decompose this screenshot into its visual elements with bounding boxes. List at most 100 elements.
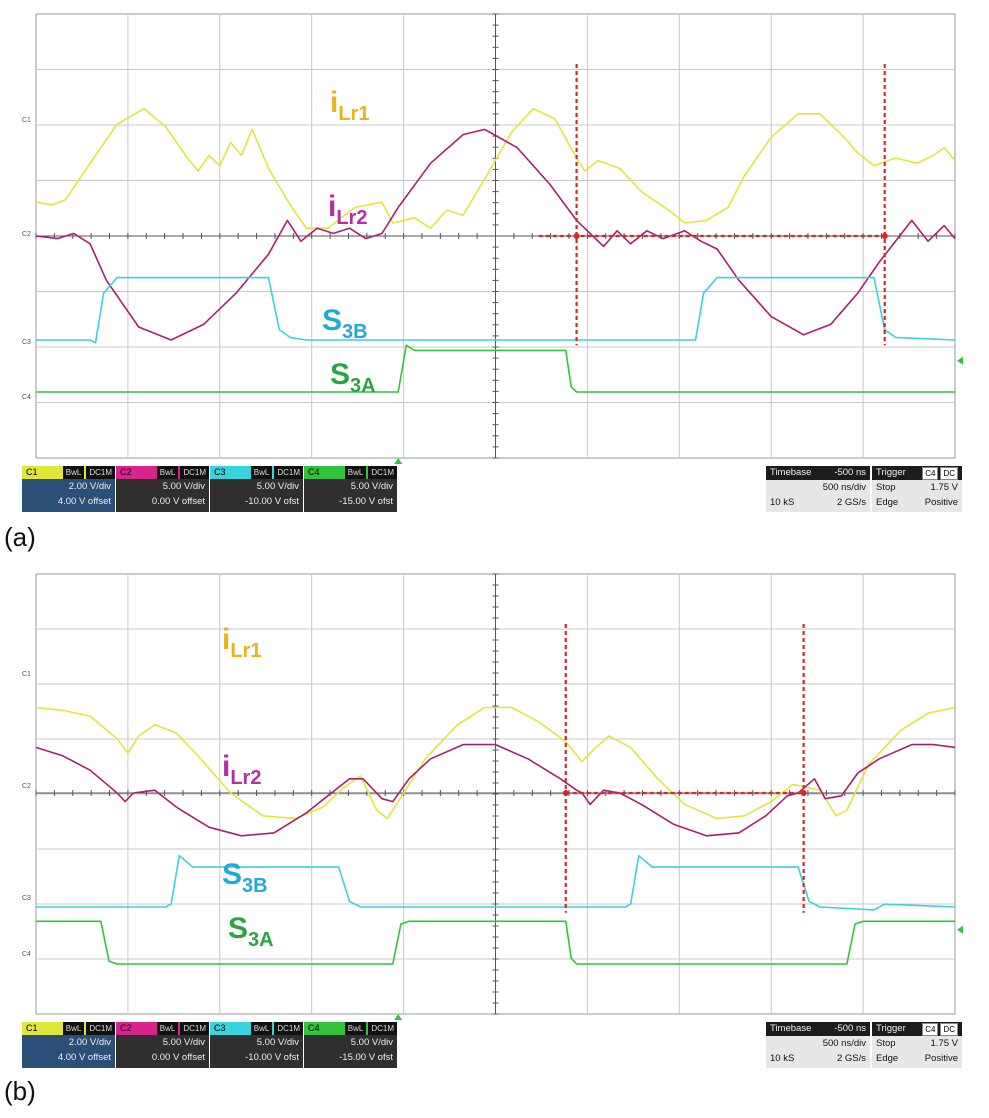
trigger-row: Edge Positive — [872, 1051, 962, 1066]
coupling-flag: DC1M — [86, 1022, 115, 1035]
coupling-flag: DC1M — [368, 466, 397, 479]
sample-rate: 2 GS/s — [836, 497, 866, 508]
timebase-row: 10 kS 2 GS/s — [766, 1051, 870, 1066]
channel-name: C4 — [308, 1023, 320, 1033]
series-label-main: i — [222, 750, 230, 783]
bandwidth-flag: BwL — [250, 466, 273, 479]
trigger-box[interactable]: Trigger C4 DC Stop 1.75 V Edge Positive — [872, 466, 962, 512]
scope-panel-a: iLr1 iLr2 S3B S3A C1 C2 C3 C4 C1 BwL DC1M 2.00 V/d… — [4, 13, 963, 552]
channel-marker: C3 — [22, 895, 31, 902]
trigger-source: C4 — [922, 467, 939, 480]
series-label-main: i — [222, 623, 230, 656]
channel-box-C4[interactable]: C4 BwL DC1M 5.00 V/div -15.00 V ofst — [304, 466, 397, 512]
bandwidth-flag: BwL — [62, 466, 85, 479]
series-label-sub: 3A — [350, 375, 376, 397]
vertical-scale: 5.00 V/div — [350, 1037, 393, 1048]
series-iLr2-line — [35, 128, 956, 341]
timebase-label: Timebase — [770, 467, 812, 478]
channel-header: C4 BwL DC1M — [304, 1022, 397, 1035]
vertical-scale: 5.00 V/div — [256, 1037, 299, 1048]
coupling-flag: DC1M — [368, 1022, 397, 1035]
channel-header: C2 BwL DC1M — [116, 466, 209, 479]
channel-header: C2 BwL DC1M — [116, 1022, 209, 1035]
series-S3A-line — [36, 344, 955, 393]
panel-label: (a) — [4, 522, 36, 552]
series-iLr1-line — [35, 706, 956, 820]
series-label-S3B: S3B — [222, 858, 268, 897]
marker-dot — [573, 233, 580, 239]
vertical-scale: 5.00 V/div — [350, 481, 393, 492]
timebase-box[interactable]: Timebase -500 ns 500 ns/div 10 kS 2 GS/s — [766, 1022, 870, 1068]
vertical-offset: 4.00 V offset — [57, 1052, 111, 1063]
channel-box-C2[interactable]: C2 BwL DC1M 5.00 V/div 0.00 V offset — [116, 466, 209, 512]
channel-header: C4 BwL DC1M — [304, 466, 397, 479]
channel-header: C1 BwL DC1M — [22, 1022, 115, 1035]
channel-box-C4[interactable]: C4 BwL DC1M 5.00 V/div -15.00 V ofst — [304, 1022, 397, 1068]
channel-marker: C2 — [22, 783, 31, 790]
trigger-mode: Stop — [876, 482, 896, 493]
channel-header: C3 BwL DC1M — [210, 1022, 303, 1035]
series-label-sub: Lr2 — [230, 767, 261, 789]
channel-name: C2 — [120, 1023, 132, 1033]
channel-name: C3 — [214, 467, 226, 477]
channel-name: C4 — [308, 467, 320, 477]
timebase-header: Timebase -500 ns — [766, 1022, 870, 1036]
channel-box-C1[interactable]: C1 BwL DC1M 2.00 V/div 4.00 V offset — [22, 1022, 115, 1068]
series-label-sub: Lr1 — [338, 103, 369, 125]
channel-box-C1[interactable]: C1 BwL DC1M 2.00 V/div 4.00 V offset — [22, 466, 115, 512]
time-per-div: 500 ns/div — [822, 482, 866, 493]
series-label-sub: 3B — [342, 321, 368, 343]
coupling-flag: DC1M — [86, 466, 115, 479]
trigger-coupling: DC — [940, 1023, 958, 1036]
vertical-offset: -10.00 V ofst — [245, 496, 299, 507]
series-iLr2-line — [35, 743, 956, 837]
series-S3B-line — [36, 854, 956, 911]
series-label-sub: 3A — [248, 929, 274, 951]
timebase-row: 10 kS 2 GS/s — [766, 495, 870, 510]
trigger-row: Edge Positive — [872, 495, 962, 510]
vertical-scale: 2.00 V/div — [68, 1037, 111, 1048]
trigger-coupling: DC — [940, 467, 958, 480]
channel-header: C3 BwL DC1M — [210, 466, 303, 479]
coupling-flag: DC1M — [180, 466, 209, 479]
marker-dot — [562, 790, 569, 796]
channel-box-C3[interactable]: C3 BwL DC1M 5.00 V/div -10.00 V ofst — [210, 466, 303, 512]
bandwidth-flag: BwL — [156, 466, 179, 479]
timebase-delay: -500 ns — [834, 1023, 866, 1034]
channel-box-C2[interactable]: C2 BwL DC1M 5.00 V/div 0.00 V offset — [116, 1022, 209, 1068]
channel-box-C3[interactable]: C3 BwL DC1M 5.00 V/div -10.00 V ofst — [210, 1022, 303, 1068]
trigger-mode: Stop — [876, 1038, 896, 1049]
series-label-S3B: S3B — [322, 304, 368, 343]
trigger-label: Trigger — [876, 467, 906, 478]
sample-count: 10 kS — [770, 497, 795, 508]
channel-marker: C3 — [22, 339, 31, 346]
vertical-offset: -15.00 V ofst — [339, 1052, 393, 1063]
series-label-main: S — [222, 858, 242, 891]
channel-name: C1 — [26, 1023, 38, 1033]
bandwidth-flag: BwL — [344, 466, 367, 479]
timebase-row: 500 ns/div — [766, 1036, 870, 1051]
sample-rate: 2 GS/s — [836, 1053, 866, 1064]
trigger-source: C4 — [922, 1023, 939, 1036]
scope-panel-b: iLr1 iLr2 S3B S3A C1 C2 C3 C4 C1 BwL DC1M 2.00 V/d… — [0, 560, 989, 1118]
vertical-scale: 2.00 V/div — [68, 481, 111, 492]
vertical-offset: 4.00 V offset — [57, 496, 111, 507]
trigger-type: Edge — [876, 497, 899, 508]
timebase-box[interactable]: Timebase -500 ns 500 ns/div 10 kS 2 GS/s — [766, 466, 870, 512]
timebase-label: Timebase — [770, 1023, 812, 1034]
trigger-level: 1.75 V — [930, 1038, 958, 1049]
trigger-box[interactable]: Trigger C4 DC Stop 1.75 V Edge Positive — [872, 1022, 962, 1068]
series-label-iLr1: iLr1 — [222, 623, 261, 662]
series-label-sub: 3B — [242, 875, 268, 897]
trigger-level-marker — [957, 925, 963, 934]
vertical-scale: 5.00 V/div — [162, 1037, 205, 1048]
trigger-level: 1.75 V — [930, 482, 958, 493]
series-label-main: S — [330, 358, 350, 391]
series-label-main: i — [330, 86, 338, 119]
bandwidth-flag: BwL — [344, 1022, 367, 1035]
channel-marker: C1 — [22, 671, 31, 678]
series-S3A-line — [36, 920, 955, 965]
series-label-S3A: S3A — [330, 358, 376, 397]
